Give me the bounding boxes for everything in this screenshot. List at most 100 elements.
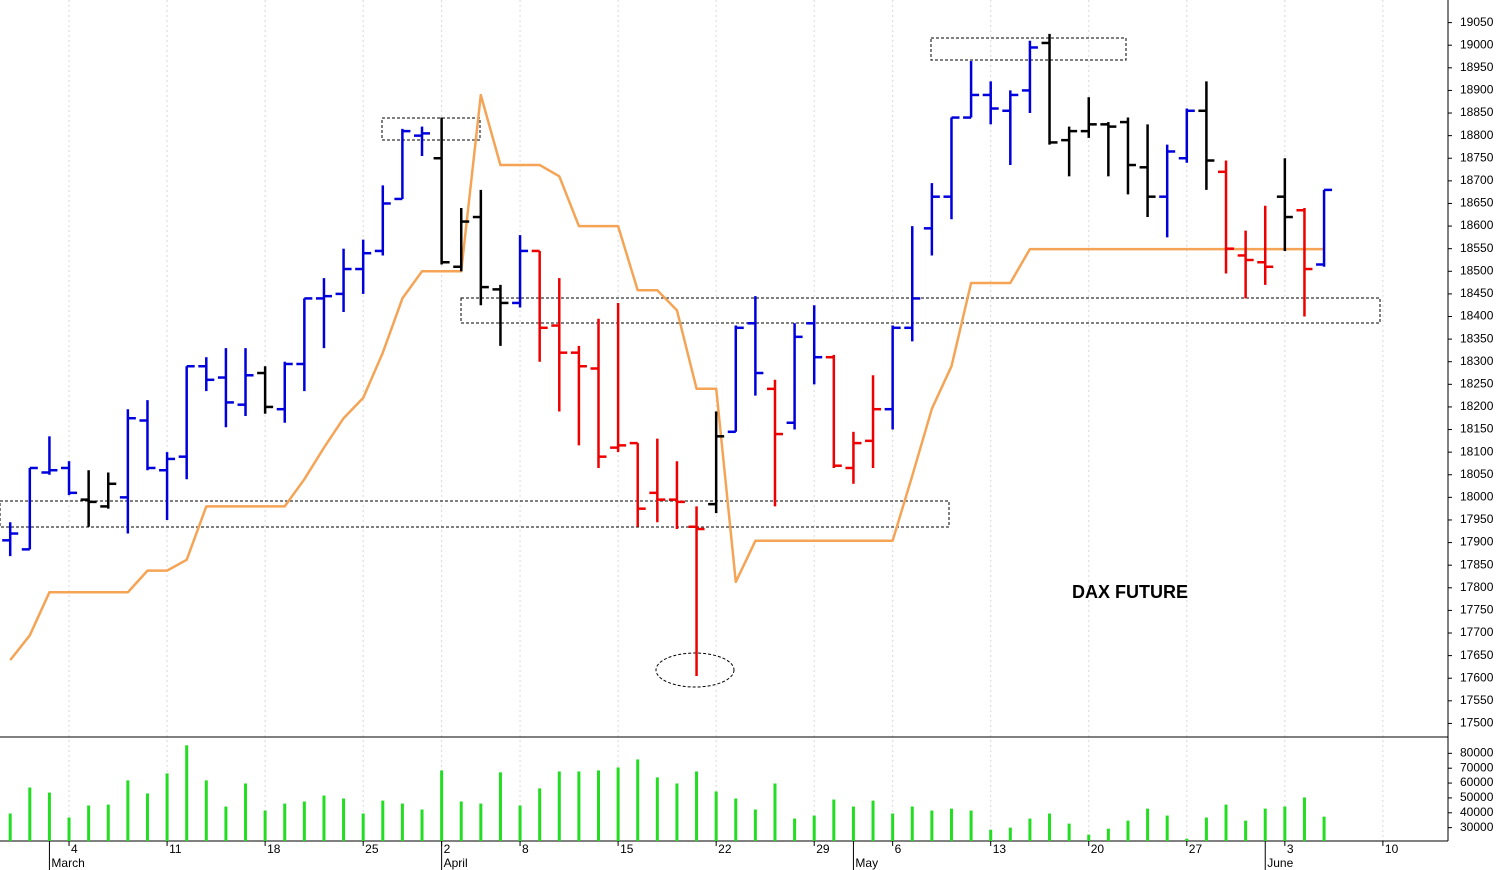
y-tick-label: 18300: [1460, 354, 1494, 368]
annotation-text: DAX FUTURE: [1072, 582, 1188, 602]
y-tick-label: 19050: [1460, 15, 1494, 29]
volume-bar: [47, 792, 51, 841]
volume-bar: [302, 801, 306, 841]
month-label: June: [1267, 856, 1293, 870]
volume-bar: [1204, 817, 1208, 841]
y-tick-label: 17850: [1460, 557, 1494, 571]
x-tick-label: 2: [444, 842, 451, 856]
volume-bar: [871, 800, 875, 841]
stop-line: [9, 93, 1325, 661]
volume-bar: [283, 803, 287, 841]
y-tick-label: 18700: [1460, 173, 1494, 187]
volume-bar: [185, 745, 189, 841]
volume-bar: [793, 818, 797, 841]
x-tick-label: 3: [1287, 842, 1294, 856]
y-tick-label: 18200: [1460, 399, 1494, 413]
volume-bar: [969, 810, 973, 841]
volume-bar: [1087, 834, 1091, 841]
volume-bar: [1302, 797, 1306, 841]
y-tick-label: 18550: [1460, 241, 1494, 255]
volume-bar: [714, 791, 718, 841]
volume-bar: [1263, 808, 1267, 841]
month-label: March: [51, 856, 84, 870]
x-tick-label: 10: [1385, 842, 1399, 856]
x-tick-label: 6: [895, 842, 902, 856]
y-tick-label: 18850: [1460, 105, 1494, 119]
volume-bar: [67, 817, 71, 841]
x-tick-label: 25: [365, 842, 379, 856]
y-tick-label: 18400: [1460, 309, 1494, 323]
y-tick-label: 18600: [1460, 218, 1494, 232]
y-tick-label: 17800: [1460, 580, 1494, 594]
volume-bar: [420, 809, 424, 841]
y-tick-label: 30000: [1460, 820, 1494, 834]
volume-bar: [440, 770, 444, 841]
volume-bar: [322, 795, 326, 841]
volume-bar: [753, 809, 757, 841]
volume-bar: [224, 806, 228, 841]
month-label: April: [444, 856, 468, 870]
grid: [68, 0, 1384, 841]
volume-bar: [1008, 827, 1012, 841]
x-tick-label: 29: [816, 842, 830, 856]
x-tick-label: 22: [718, 842, 732, 856]
volume-bar: [597, 770, 600, 841]
volume-bar: [773, 783, 777, 841]
volume-bar: [891, 813, 895, 841]
volume-bar: [1146, 808, 1150, 841]
volume-bar: [636, 759, 640, 841]
y-tick-label: 18750: [1460, 150, 1494, 164]
annotation-ellipse: [655, 652, 735, 688]
y-tick-label: 18350: [1460, 331, 1494, 345]
volume-bar: [479, 803, 483, 841]
y-tick-label: 18950: [1460, 60, 1494, 74]
volume-bar: [126, 780, 130, 841]
volume-bar: [538, 788, 542, 841]
y-tick-label: 17750: [1460, 603, 1494, 617]
y-tick-label: 17650: [1460, 648, 1494, 662]
volume-bar: [1224, 804, 1228, 841]
volume-bar: [400, 803, 404, 841]
volume-bar: [1165, 815, 1169, 841]
volume-bar: [949, 808, 953, 841]
volume-bar: [675, 783, 679, 841]
volume-bar: [655, 777, 659, 841]
volume-bar: [145, 793, 149, 841]
volume-bar: [1048, 813, 1052, 841]
y-tick-label: 18100: [1460, 444, 1494, 458]
volume-bar: [930, 810, 934, 841]
volume-bar: [1028, 818, 1032, 841]
y-tick-label: 19000: [1460, 37, 1494, 51]
volume-bar: [734, 798, 738, 841]
x-tick-label: 18: [267, 842, 281, 856]
y-tick-label: 80000: [1460, 746, 1494, 760]
volume-bar: [577, 771, 581, 841]
x-tick-label: 13: [993, 842, 1007, 856]
y-tick-label: 17700: [1460, 625, 1494, 639]
y-tick-label: 18150: [1460, 422, 1494, 436]
volume-bar: [1185, 838, 1189, 841]
y-tick-label: 17900: [1460, 535, 1494, 549]
y-tick-label: 18250: [1460, 376, 1494, 390]
y-tick-label: 50000: [1460, 790, 1494, 804]
x-tick-label: 11: [169, 842, 182, 856]
volume-bar: [518, 805, 522, 841]
month-label: May: [855, 856, 878, 870]
x-tick-label: 8: [522, 842, 529, 856]
volume-bar: [498, 772, 502, 841]
volume-bar: [263, 810, 267, 841]
volume-bar: [8, 813, 12, 841]
volume-bar: [1283, 806, 1287, 841]
x-tick-label: 27: [1189, 842, 1203, 856]
y-tick-label: 18450: [1460, 286, 1494, 300]
y-tick-label: 18500: [1460, 263, 1494, 277]
y-tick-label: 70000: [1460, 760, 1494, 774]
volume-bar: [1106, 828, 1110, 841]
volume-bar: [342, 798, 346, 841]
volume-bar: [851, 806, 855, 841]
volume-bar: [557, 771, 561, 841]
volume-bar: [616, 767, 620, 841]
y-tick-label: 18050: [1460, 467, 1494, 481]
volume-bar: [87, 805, 91, 841]
